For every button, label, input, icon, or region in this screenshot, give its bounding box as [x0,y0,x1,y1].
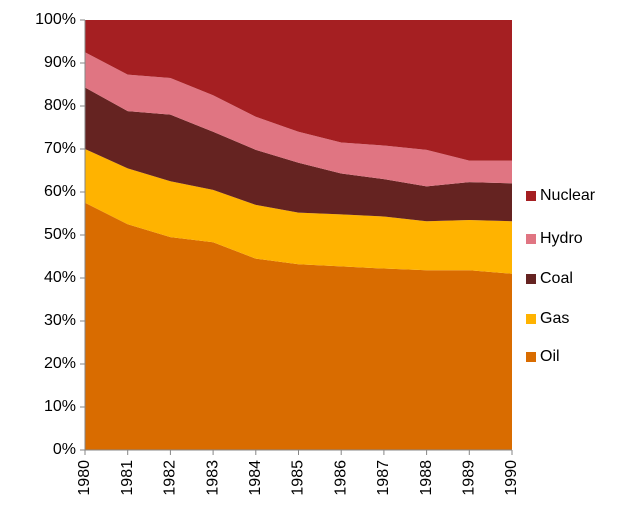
legend-swatch [526,234,536,244]
area [85,202,512,450]
x-tick-label: 1988 [418,460,435,496]
x-tick-label: 1987 [375,460,392,496]
legend-label: Coal [540,270,573,287]
legend-swatch [526,191,536,201]
x-tick-label: 1985 [290,460,307,496]
y-tick-label: 20% [44,355,76,372]
y-tick-label: 40% [44,269,76,286]
legend-swatch [526,352,536,362]
legend-label: Gas [540,310,569,327]
y-tick-label: 90% [44,54,76,71]
x-tick-label: 1980 [76,460,93,496]
x-tick-label: 1983 [204,460,221,496]
y-tick-label: 100% [35,11,76,28]
y-tick-label: 50% [44,226,76,243]
y-tick-label: 60% [44,183,76,200]
y-tick-label: 30% [44,312,76,329]
x-tick-label: 1990 [503,460,520,496]
x-tick-label: 1982 [162,460,179,496]
y-tick-label: 80% [44,97,76,114]
x-tick-label: 1984 [247,460,264,496]
legend-swatch [526,274,536,284]
legend-label: Hydro [540,230,583,247]
y-tick-label: 0% [53,441,76,458]
x-tick-label: 1981 [119,460,136,496]
y-tick-label: 10% [44,398,76,415]
legend-label: Nuclear [540,187,596,204]
area [85,52,512,187]
x-tick-label: 1989 [461,460,478,496]
y-tick-label: 70% [44,140,76,157]
legend-swatch [526,314,536,324]
x-tick-label: 1986 [332,460,349,496]
area [85,87,512,222]
area [85,20,512,161]
area [85,149,512,274]
legend-label: Oil [540,348,560,365]
